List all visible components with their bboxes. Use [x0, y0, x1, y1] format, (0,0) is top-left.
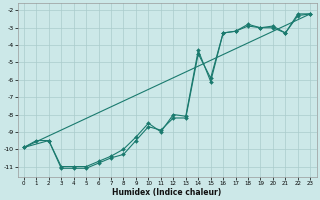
- X-axis label: Humidex (Indice chaleur): Humidex (Indice chaleur): [112, 188, 222, 197]
